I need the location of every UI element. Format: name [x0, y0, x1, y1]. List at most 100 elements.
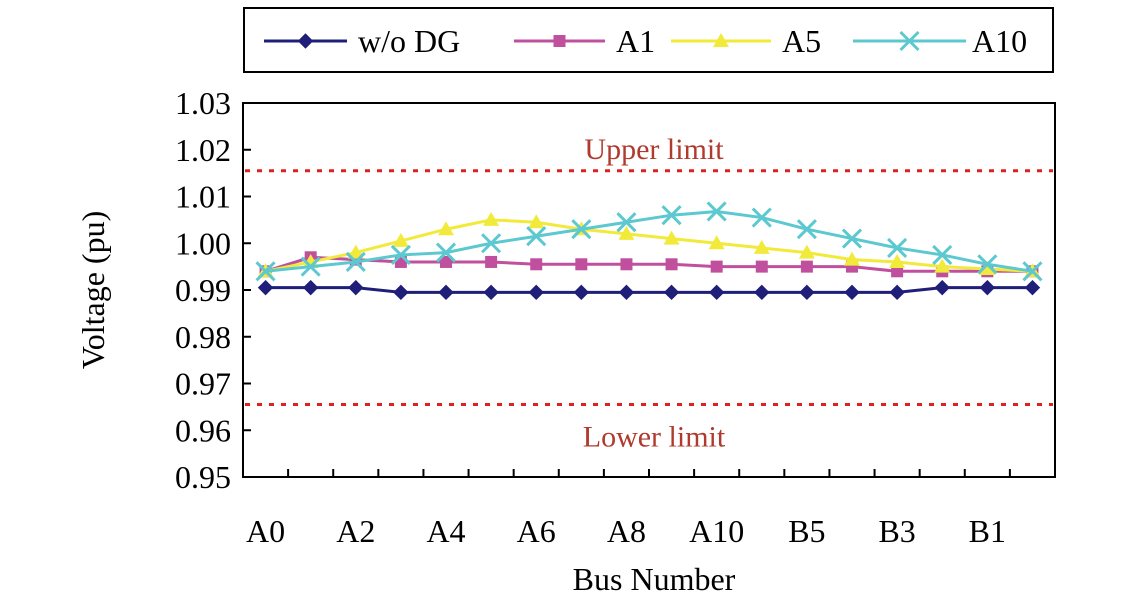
data-point-0-11 [754, 284, 770, 301]
data-point-1-4 [440, 255, 452, 268]
data-point-2-14 [889, 253, 906, 268]
x-tick-label: A10 [689, 513, 744, 549]
x-axis-title: Bus Number [573, 561, 736, 597]
legend-marker-3 [899, 30, 920, 52]
data-point-0-4 [438, 284, 454, 301]
x-tick-label: A4 [426, 513, 465, 549]
data-point-3-15 [932, 244, 953, 265]
data-point-2-13 [844, 251, 860, 266]
data-point-3-4 [435, 242, 457, 263]
data-point-3-11 [751, 207, 772, 228]
legend-label-3: A10 [972, 23, 1027, 59]
legend-item-0: w/o DG [264, 23, 460, 59]
data-point-0-13 [844, 284, 860, 301]
data-point-0-9 [663, 284, 680, 301]
y-tick-label: 0.98 [175, 319, 231, 355]
y-tick-label: 1.03 [175, 85, 231, 121]
axes: 0.95 0.96 0.97 0.98 0.99 1.00 1.01 1.02 1.03 A0 A2… [175, 85, 1056, 549]
data-point-3-13 [841, 228, 863, 249]
legend-label-2: A5 [782, 23, 821, 59]
data-point-2-15 [934, 258, 951, 273]
data-point-2-5 [483, 211, 500, 226]
x-tick-label: B5 [788, 513, 825, 549]
legend-marker-1 [553, 35, 566, 47]
data-point-3-12 [796, 219, 817, 240]
data-point-1-10 [710, 260, 723, 273]
data-point-0-7 [573, 284, 590, 301]
y-tick-label: 0.99 [175, 272, 231, 308]
legend-label-0: w/o DG [358, 23, 460, 59]
data-point-0-6 [528, 284, 544, 301]
legend-item-1: A1 [514, 23, 655, 59]
data-point-1-2 [349, 253, 362, 266]
data-point-2-11 [753, 239, 770, 254]
legend-marker-0 [297, 33, 314, 49]
y-tick-label: 0.96 [175, 412, 231, 448]
legend-marker-2 [713, 33, 729, 47]
legend: w/o DG A1 A5 A10 [243, 7, 1054, 73]
data-point-2-9 [663, 230, 680, 245]
data-point-0-0 [257, 279, 274, 296]
data-point-0-2 [348, 279, 364, 296]
data-point-0-3 [393, 284, 409, 301]
x-tick-label: A6 [517, 513, 556, 549]
data-point-0-14 [889, 284, 905, 301]
x-tick-label: A8 [607, 513, 646, 549]
series-line-2 [265, 218, 1033, 273]
data-point-1-11 [755, 260, 768, 273]
limit-lines: Upper limit Lower limit [245, 133, 1053, 454]
x-tick-label: B3 [878, 513, 915, 549]
upper-limit-label: Upper limit [584, 133, 724, 166]
data-point-3-14 [887, 237, 908, 258]
data-point-1-7 [575, 258, 588, 271]
y-tick-label: 0.95 [175, 459, 231, 495]
data-point-0-17 [1024, 279, 1041, 296]
y-tick-label: 1.00 [175, 225, 231, 261]
series-group [255, 201, 1043, 301]
data-point-0-5 [483, 284, 499, 301]
data-point-2-10 [708, 235, 725, 250]
data-point-3-0 [255, 261, 276, 282]
y-tick-label: 1.02 [175, 132, 231, 168]
data-point-3-8 [616, 212, 637, 233]
y-tick-label: 0.97 [175, 366, 231, 402]
data-point-2-3 [392, 232, 409, 247]
x-tick-label: A2 [336, 513, 375, 549]
data-point-1-12 [800, 260, 813, 273]
x-tick-label: B1 [969, 513, 1006, 549]
legend-label-1: A1 [616, 23, 655, 59]
data-point-3-5 [481, 233, 502, 254]
data-point-0-12 [799, 284, 815, 301]
y-axis-title: Voltage (pu) [75, 211, 111, 369]
data-point-1-14 [891, 265, 904, 278]
legend-item-2: A5 [671, 23, 821, 59]
series-line-0 [265, 286, 1033, 294]
data-point-3-3 [390, 244, 411, 265]
data-point-2-8 [618, 225, 635, 240]
legend-item-3: A10 [853, 23, 1027, 59]
data-point-2-12 [798, 244, 815, 259]
data-point-3-2 [345, 251, 366, 273]
data-point-1-5 [485, 255, 498, 268]
data-point-3-6 [526, 226, 547, 247]
data-point-1-6 [530, 258, 543, 271]
series-2 [257, 211, 1041, 278]
data-point-1-8 [620, 258, 633, 271]
data-point-2-4 [438, 221, 454, 236]
data-point-0-8 [618, 284, 635, 301]
data-point-3-10 [706, 201, 727, 222]
x-tick-label: A0 [246, 513, 285, 549]
data-point-3-16 [977, 254, 998, 275]
data-point-3-7 [571, 219, 592, 240]
y-tick-label: 1.01 [175, 179, 231, 215]
data-point-0-1 [302, 279, 319, 296]
data-point-0-16 [979, 279, 996, 296]
data-point-3-1 [300, 256, 321, 277]
data-point-0-15 [934, 279, 950, 296]
data-point-3-17 [1022, 261, 1043, 282]
data-point-0-10 [708, 284, 725, 301]
data-point-2-2 [347, 244, 364, 259]
data-point-2-16 [979, 260, 996, 275]
